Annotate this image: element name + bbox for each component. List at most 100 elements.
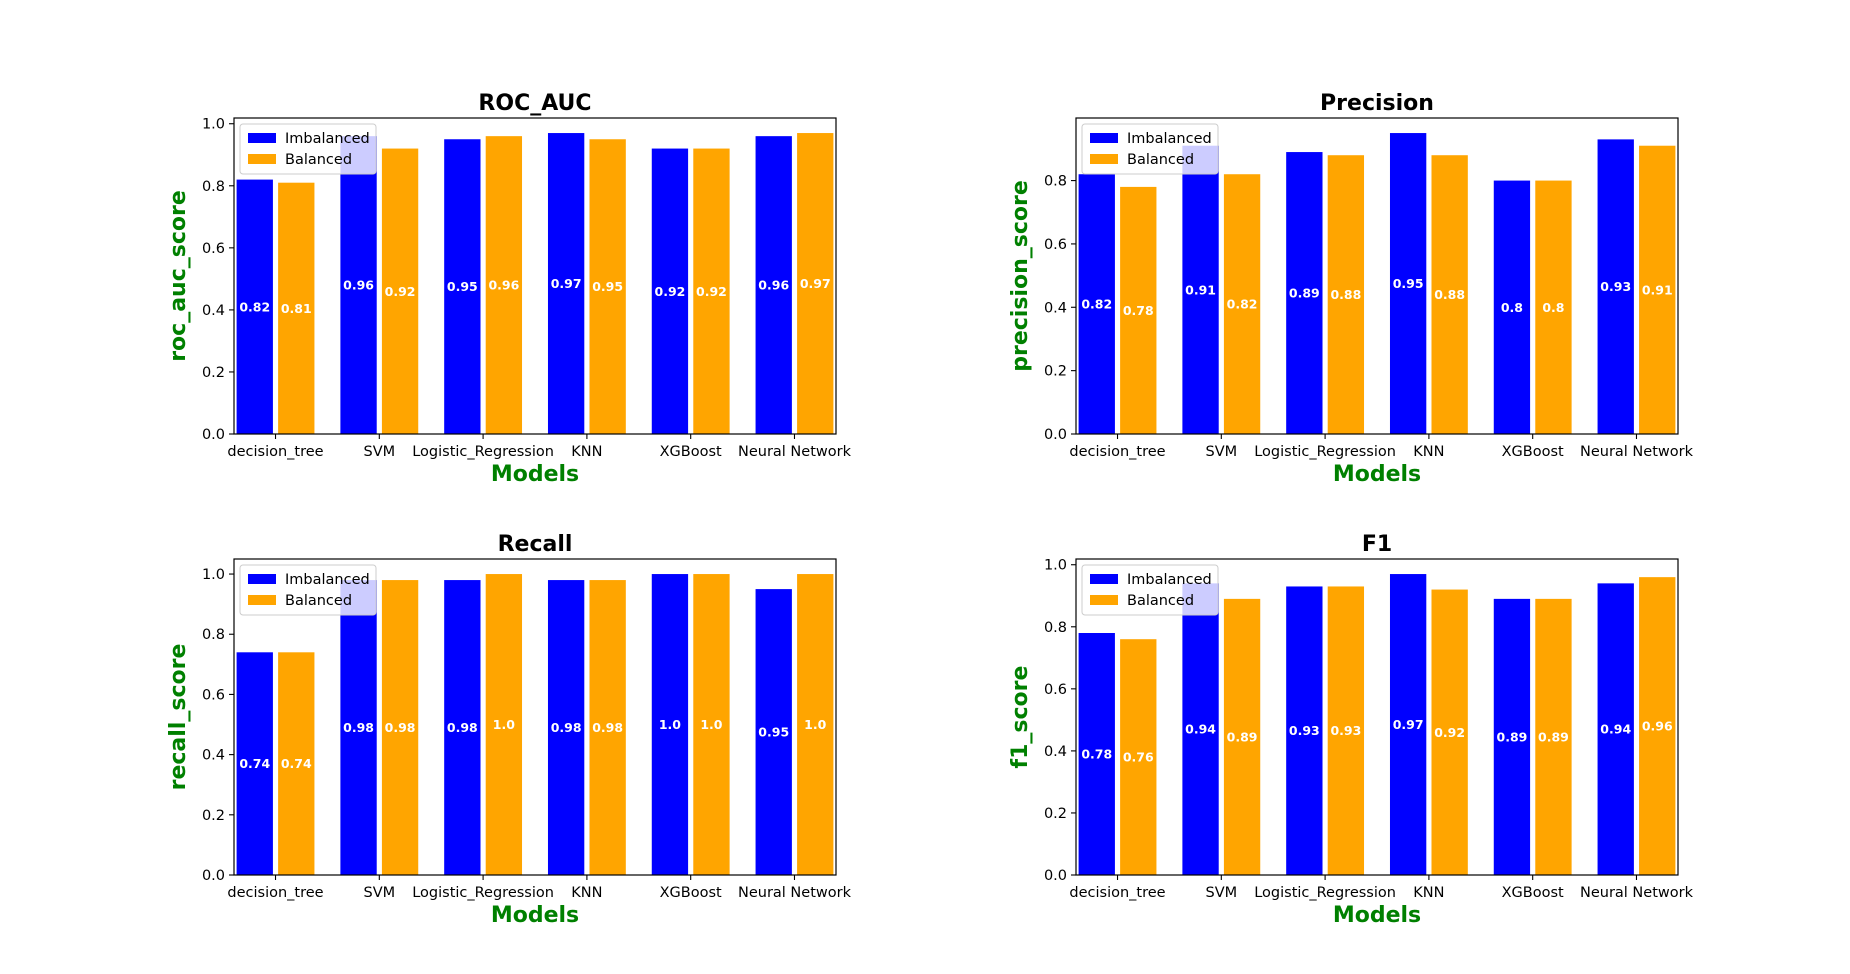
- legend-swatch-imbalanced: [248, 133, 276, 143]
- bar-balanced-4: [1535, 598, 1572, 875]
- bar-imbalanced-2: [444, 139, 481, 434]
- y-tick-label: 0.0: [202, 868, 225, 884]
- bar-value-label: 1.0: [659, 717, 681, 732]
- bar-value-label: 0.96: [1642, 719, 1673, 734]
- y-axis-label: roc_auc_score: [166, 190, 191, 362]
- bar-imbalanced-1: [1182, 145, 1219, 434]
- y-tick-label: 0.0: [1044, 427, 1067, 443]
- bar-value-label: 0.97: [551, 276, 582, 291]
- bar-value-label: 0.95: [592, 279, 623, 294]
- bar-value-label: 0.78: [1081, 747, 1112, 762]
- bar-imbalanced-3: [547, 580, 585, 875]
- bar-imbalanced-5: [755, 136, 792, 434]
- bar-value-label: 0.98: [447, 720, 478, 735]
- x-tick-label: decision_tree: [1069, 885, 1165, 901]
- bar-value-label: 0.82: [1227, 297, 1258, 312]
- bar-value-label: 0.74: [281, 756, 312, 771]
- legend-label: Balanced: [1127, 152, 1194, 168]
- bar-value-label: 0.95: [1393, 276, 1424, 291]
- bar-balanced-2: [485, 574, 523, 875]
- bar-value-label: 0.91: [1642, 282, 1673, 297]
- bar-value-label: 0.89: [1538, 729, 1569, 744]
- legend-label: Imbalanced: [285, 572, 370, 588]
- bar-imbalanced-0: [236, 179, 273, 434]
- bar-value-label: 1.0: [493, 717, 515, 732]
- x-tick-label: SVM: [363, 444, 395, 460]
- x-tick-label: SVM: [1205, 885, 1237, 901]
- x-tick-label: Logistic_Regression: [1254, 444, 1396, 460]
- x-tick-label: SVM: [1205, 444, 1237, 460]
- bar-value-label: 0.98: [385, 720, 416, 735]
- y-tick-label: 0.6: [1044, 237, 1067, 253]
- bar-balanced-3: [589, 580, 626, 875]
- y-tick-label: 0.4: [1044, 300, 1067, 316]
- y-tick-label: 0.4: [1044, 744, 1067, 760]
- chart-title: F1: [1362, 532, 1392, 557]
- bar-balanced-0: [278, 652, 315, 875]
- bar-value-label: 0.94: [1185, 722, 1216, 737]
- x-tick-label: KNN: [1413, 444, 1444, 460]
- bar-imbalanced-0: [1078, 174, 1115, 435]
- legend: Imbalanced Balanced: [239, 123, 377, 175]
- x-tick-label: SVM: [363, 885, 395, 901]
- bar-value-label: 0.97: [800, 276, 831, 291]
- bar-value-label: 0.93: [1600, 279, 1631, 294]
- x-tick-label: Neural Network: [738, 444, 852, 460]
- bar-balanced-4: [693, 148, 730, 434]
- legend-swatch-imbalanced: [1090, 133, 1118, 143]
- bar-value-label: 0.98: [551, 720, 582, 735]
- chart-panel-2: 0.74 0.98 0.98 0.98 1.0 0.95 0.74 0.98 1.0 0.98 1.…: [166, 532, 852, 928]
- y-tick-label: 0.8: [1044, 620, 1067, 636]
- y-tick-label: 0.2: [1044, 806, 1067, 822]
- bar-value-label: 0.8: [1542, 300, 1564, 315]
- bar-balanced-5: [1639, 145, 1676, 434]
- bar-value-label: 0.74: [239, 756, 270, 771]
- x-axis-label: Models: [1333, 462, 1421, 487]
- legend-swatch-balanced: [1090, 595, 1118, 605]
- chart-title: Recall: [498, 532, 573, 557]
- bar-value-label: 0.95: [447, 279, 478, 294]
- bar-value-label: 0.92: [385, 284, 416, 299]
- bar-balanced-4: [1535, 180, 1572, 434]
- bar-balanced-2: [1327, 155, 1365, 434]
- bar-imbalanced-2: [444, 580, 481, 875]
- bar-value-label: 0.88: [1330, 287, 1361, 302]
- bar-value-label: 0.98: [343, 720, 374, 735]
- bar-value-label: 0.96: [758, 278, 789, 293]
- bar-value-label: 0.95: [758, 725, 789, 740]
- bar-balanced-1: [1223, 598, 1261, 875]
- x-tick-label: XGBoost: [660, 885, 722, 901]
- axes-frame: [233, 558, 837, 876]
- legend-swatch-balanced: [248, 595, 276, 605]
- y-tick-label: 1.0: [202, 117, 225, 133]
- bar-imbalanced-5: [1597, 583, 1634, 875]
- bar-balanced-5: [797, 133, 834, 435]
- legend-label: Imbalanced: [1127, 572, 1212, 588]
- bar-value-label: 0.89: [1289, 286, 1320, 301]
- bar-balanced-3: [1431, 155, 1468, 434]
- chart-panel-1: 0.82 0.91 0.89 0.95 0.8 0.93 0.78 0.82 0.88 0.88 0…: [1008, 91, 1694, 487]
- bar-value-label: 0.76: [1123, 750, 1154, 765]
- x-tick-label: KNN: [571, 444, 602, 460]
- y-axis-label: recall_score: [166, 644, 191, 791]
- bar-balanced-0: [1120, 639, 1157, 875]
- bar-balanced-2: [1327, 586, 1365, 875]
- bar-value-label: 0.89: [1227, 729, 1258, 744]
- bar-balanced-0: [278, 182, 315, 434]
- legend-swatch-balanced: [248, 154, 276, 164]
- legend: Imbalanced Balanced: [239, 564, 377, 616]
- legend-swatch-balanced: [1090, 154, 1118, 164]
- bar-balanced-0: [1120, 186, 1157, 434]
- bar-value-label: 0.89: [1497, 729, 1528, 744]
- bar-value-label: 0.78: [1123, 303, 1154, 318]
- bar-imbalanced-3: [1389, 574, 1427, 875]
- bar-imbalanced-4: [651, 148, 689, 434]
- bar-balanced-2: [485, 136, 523, 434]
- bar-imbalanced-5: [755, 589, 792, 875]
- bar-balanced-3: [589, 139, 626, 434]
- legend-label: Imbalanced: [1127, 131, 1212, 147]
- axes-frame: [1075, 117, 1679, 435]
- bar-balanced-3: [1431, 589, 1468, 875]
- bar-value-label: 0.93: [1289, 723, 1320, 738]
- x-tick-label: Neural Network: [738, 885, 852, 901]
